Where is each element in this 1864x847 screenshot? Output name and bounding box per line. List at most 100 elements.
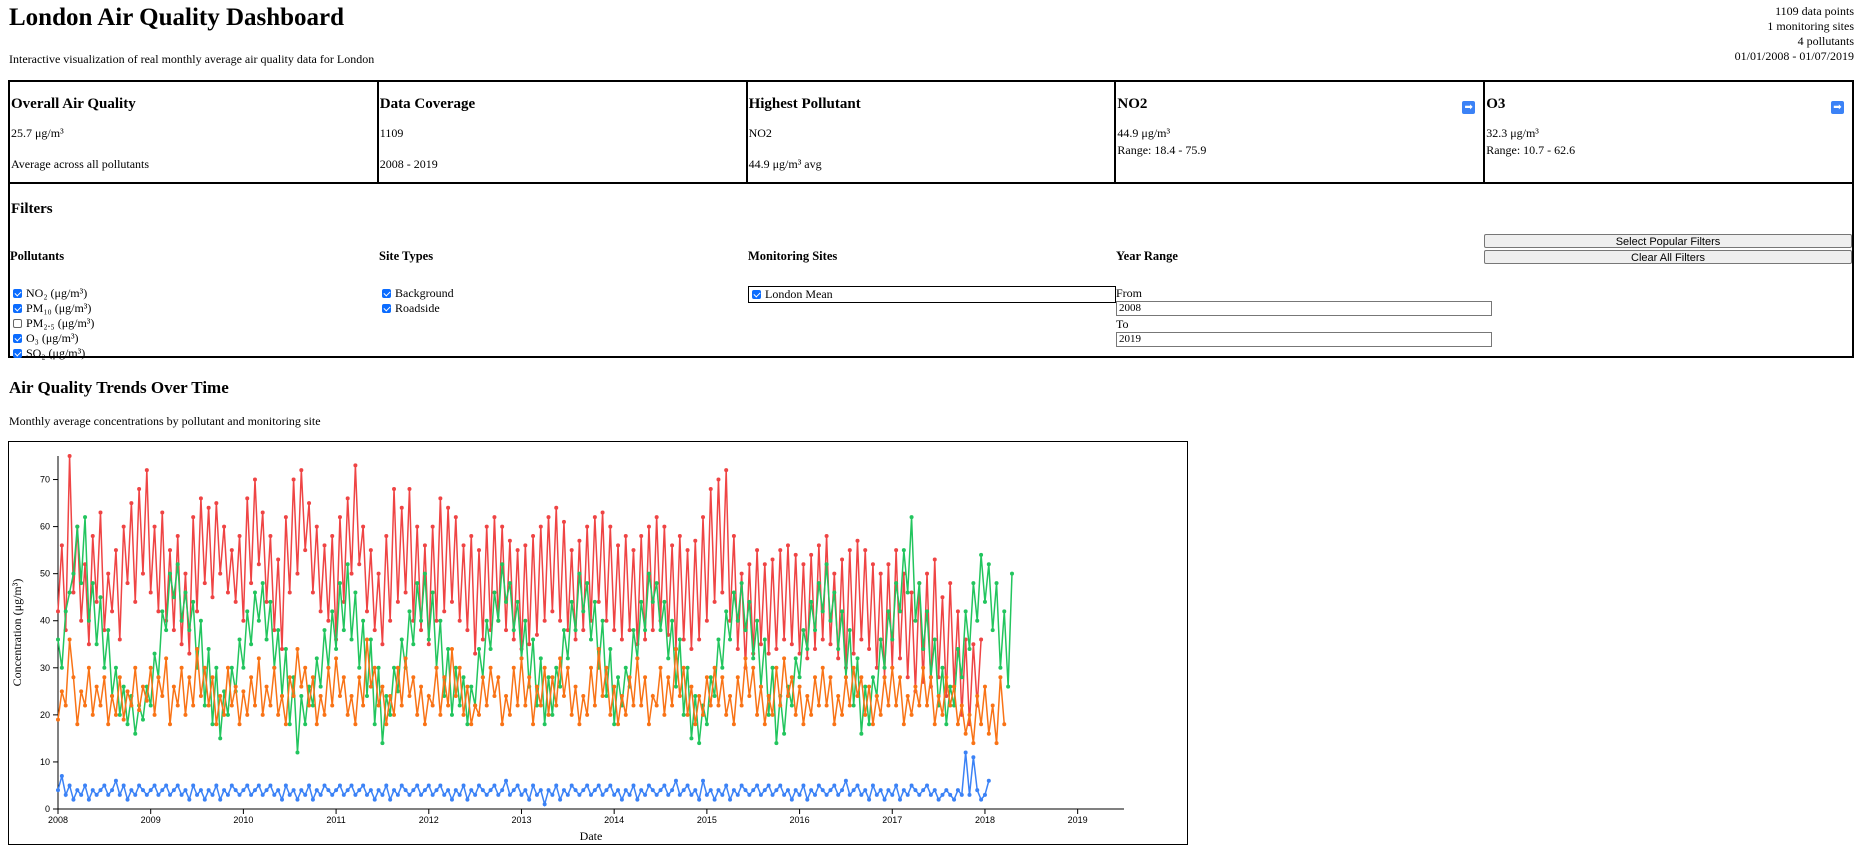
data-point xyxy=(368,788,373,793)
site-option-london-mean[interactable]: London Mean xyxy=(748,286,1116,303)
pollutant-option-so2[interactable]: SO₂ (μg/m³) xyxy=(10,346,94,361)
card-no2-expand-icon[interactable]: ➡ xyxy=(1462,101,1476,114)
checkbox[interactable] xyxy=(13,289,22,298)
data-point xyxy=(368,684,373,689)
data-point xyxy=(79,581,84,586)
data-point xyxy=(592,515,597,520)
data-point xyxy=(56,788,60,793)
data-point xyxy=(191,783,196,788)
data-point xyxy=(685,665,690,670)
data-point xyxy=(438,712,443,717)
data-point xyxy=(198,788,203,793)
data-point xyxy=(623,534,628,539)
card-no2: NO2 ➡ 44.9 μg/m³ Range: 18.4 - 75.9 xyxy=(1116,82,1486,182)
checkbox[interactable] xyxy=(13,304,22,313)
site-type-option-roadside[interactable]: Roadside xyxy=(379,301,454,316)
card-range: Range: 18.4 - 75.9 xyxy=(1117,143,1207,157)
option-label: NO₂ (μg/m³) xyxy=(26,286,88,300)
data-point xyxy=(561,628,566,633)
data-point xyxy=(164,628,169,633)
filters-title: Filters xyxy=(11,201,53,217)
data-point xyxy=(720,792,725,797)
checkbox[interactable] xyxy=(382,289,391,298)
data-point xyxy=(446,646,451,651)
data-point xyxy=(160,694,165,699)
data-point xyxy=(310,675,315,680)
pollutant-option-o3[interactable]: O₃ (μg/m³) xyxy=(10,331,94,346)
data-point xyxy=(1009,571,1014,576)
data-point xyxy=(198,694,203,699)
data-point xyxy=(198,496,203,501)
data-point xyxy=(399,783,404,788)
data-point xyxy=(419,684,424,689)
data-point xyxy=(268,599,273,604)
data-point xyxy=(330,534,335,539)
checkbox[interactable] xyxy=(13,319,22,328)
data-point xyxy=(608,524,613,529)
from-year-input[interactable]: 2008 xyxy=(1116,301,1492,316)
data-point xyxy=(828,675,833,680)
data-point xyxy=(836,694,841,699)
data-point xyxy=(446,788,451,793)
data-point xyxy=(666,656,671,661)
checkbox[interactable] xyxy=(382,304,391,313)
data-point xyxy=(654,703,659,708)
data-point xyxy=(117,675,122,680)
clear-all-filters-button[interactable]: Clear All Filters xyxy=(1484,250,1852,264)
data-point xyxy=(380,792,385,797)
card-subtext: 44.9 μg/m³ avg xyxy=(748,157,822,171)
data-point xyxy=(596,599,601,604)
data-point xyxy=(249,581,254,586)
data-point xyxy=(592,599,597,604)
data-point xyxy=(260,510,265,515)
data-point xyxy=(260,712,265,717)
data-point xyxy=(743,656,748,661)
data-point xyxy=(952,684,957,689)
data-point xyxy=(905,675,910,680)
card-o3-expand-icon[interactable]: ➡ xyxy=(1830,101,1844,114)
data-point xyxy=(438,496,443,501)
option-label: PM₁₀ (μg/m³) xyxy=(26,301,92,315)
site-type-option-background[interactable]: Background xyxy=(379,286,454,301)
pollutant-option-pm10[interactable]: PM₁₀ (μg/m³) xyxy=(10,301,94,316)
select-popular-filters-button[interactable]: Select Popular Filters xyxy=(1484,234,1852,248)
data-point xyxy=(272,792,277,797)
data-point xyxy=(932,557,937,562)
data-point xyxy=(894,703,899,708)
data-point xyxy=(558,797,563,802)
data-point xyxy=(666,792,671,797)
option-label: SO₂ (μg/m³) xyxy=(26,346,86,360)
data-point xyxy=(708,675,713,680)
data-point xyxy=(415,581,420,586)
data-point xyxy=(689,646,694,651)
data-point xyxy=(175,534,180,539)
data-point xyxy=(326,788,331,793)
data-point xyxy=(500,722,505,727)
pollutant-option-pm25[interactable]: PM₂.₅ (μg/m³) xyxy=(10,316,94,331)
data-point xyxy=(237,792,242,797)
data-point xyxy=(434,618,439,623)
data-point xyxy=(113,778,118,783)
data-point xyxy=(86,665,91,670)
data-point xyxy=(743,788,748,793)
data-point xyxy=(438,618,443,623)
data-point xyxy=(840,788,845,793)
data-point xyxy=(59,543,64,548)
data-point xyxy=(183,590,188,595)
data-point xyxy=(484,524,489,529)
data-point xyxy=(639,788,644,793)
data-point xyxy=(789,797,794,802)
pollutant-option-no2[interactable]: NO₂ (μg/m³) xyxy=(10,286,94,301)
data-point xyxy=(627,675,632,680)
checkbox[interactable] xyxy=(752,290,761,299)
data-point xyxy=(944,675,949,680)
data-point xyxy=(643,637,648,642)
data-point xyxy=(770,665,775,670)
data-point xyxy=(986,778,991,783)
data-point xyxy=(534,684,539,689)
to-year-input[interactable]: 2019 xyxy=(1116,332,1492,347)
data-point xyxy=(473,792,478,797)
checkbox[interactable] xyxy=(13,334,22,343)
data-point xyxy=(392,665,397,670)
checkbox[interactable] xyxy=(13,349,22,358)
